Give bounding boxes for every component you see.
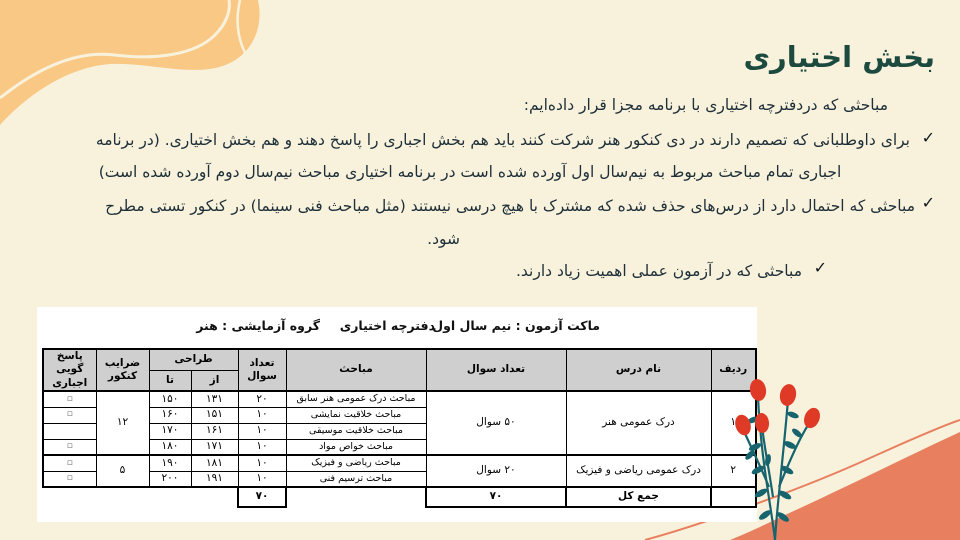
cell-coefficient: ۵	[95, 454, 150, 488]
cell-n: ۱۰	[237, 438, 287, 456]
cell-coefficient: ۱۲	[95, 390, 150, 456]
bullet-2-line-2: شود.	[427, 230, 460, 248]
cell-to: ۲۰۰	[148, 470, 192, 488]
header-question-num-line2: سوال	[247, 370, 277, 382]
cell-from: ۱۸۱	[190, 454, 239, 472]
header-mandatory: پاسخ گویی اجباری	[42, 348, 97, 392]
header-mandatory-line2: اجباری	[52, 376, 88, 389]
flower-illustration	[735, 379, 820, 540]
cell-from: ۱۳۱	[190, 390, 239, 408]
cell-course: درک عمومی ریاضی و فیزیک	[565, 454, 712, 488]
coral-wave-decoration	[644, 419, 960, 540]
mandatory-marker-icon: ▫	[42, 390, 97, 408]
cell-from: ۱۷۱	[190, 438, 239, 456]
footer-radif-cell	[710, 486, 757, 508]
exam-table-panel: ماکت آزمون : نیم سال اول دفترچه اختیاری …	[37, 307, 757, 522]
header-radif: ردیف	[710, 348, 757, 392]
header-mandatory-line1: پاسخ گویی	[56, 350, 84, 376]
bullet-1-line-2: اجباری تمام مباحث مربوط به نیم‌سال اول آ…	[98, 163, 842, 181]
bullet-2-line-1: مباحثی که احتمال دارد از درس‌های حذف شده…	[105, 197, 915, 215]
cell-from: ۱۵۱	[190, 406, 239, 424]
table-row: ۲ درک عمومی ریاضی و فیزیک ۲۰ سوال مباحث …	[42, 454, 757, 488]
footer-empty-cell	[286, 487, 426, 507]
header-to: تا	[148, 369, 192, 392]
cell-topic: مباحث ریاضی و فیزیک	[285, 454, 427, 472]
exam-table: ردیف نام درس تعداد سوال مباحث تعداد سوال…	[42, 348, 757, 508]
table-caption-booklet: دفترچه اختیاری	[339, 318, 435, 333]
cell-n: ۱۰	[237, 454, 287, 472]
intro-text: مباحثی که دردفترچه اختیاری با برنامه مجز…	[523, 96, 888, 114]
mandatory-marker-icon: ▫	[42, 438, 97, 456]
mandatory-marker-icon: ▫	[42, 454, 97, 472]
checkmark-icon: ✓	[921, 128, 935, 147]
footer-total-label: جمع کل	[565, 486, 712, 508]
cell-to: ۱۸۰	[148, 438, 192, 456]
bullet-3-line-1: مباحثی که در آزمون عملی اهمیت زیاد دارند…	[515, 262, 802, 280]
mandatory-marker-icon: ▫	[42, 406, 97, 424]
cell-n: ۱۰	[237, 422, 287, 440]
cell-from: ۱۶۱	[190, 422, 239, 440]
header-coefficient: ضرایب کنکور	[95, 348, 150, 392]
checkmark-icon: ✓	[921, 193, 935, 212]
cell-radif: ۲	[710, 454, 757, 488]
table-row: جمع کل ۷۰ ۷۰	[43, 486, 757, 508]
cell-n: ۱۰	[237, 406, 287, 424]
footer-total-small: ۷۰	[237, 486, 287, 508]
cell-to: ۱۶۰	[148, 406, 192, 424]
table-row: مباحث خواص مواد ۱۰ ۱۷۱ ۱۸۰ ▫	[42, 438, 756, 456]
table-row: مباحث خلاقیت موسیقی ۱۰ ۱۶۱ ۱۷۰	[42, 422, 756, 440]
table-group-1: ۱ درک عمومی هنر ۵۰ سوال مباحث درک عمومی …	[42, 390, 757, 456]
cell-course: درک عمومی هنر	[565, 390, 712, 456]
mandatory-marker-icon: ▫	[42, 470, 97, 488]
cell-topic: مباحث خلاقیت موسیقی	[285, 422, 427, 440]
header-coefficient-line1: ضرایب	[104, 356, 141, 369]
cell-to: ۱۵۰	[148, 390, 192, 408]
table-footer: جمع کل ۷۰ ۷۰	[43, 486, 757, 508]
cell-topic: مباحث خلاقیت نمایشی	[285, 406, 427, 424]
header-course: نام درس	[565, 348, 712, 392]
cell-n: ۱۰	[237, 470, 287, 488]
cell-topic: مباحث درک عمومی هنر سابق	[285, 390, 427, 408]
table-row: ۱ درک عمومی هنر ۵۰ سوال مباحث درک عمومی …	[42, 390, 757, 456]
table-row: مباحث ترسیم فنی ۱۰ ۱۹۱ ۲۰۰ ▫	[42, 470, 756, 488]
table-header: ردیف نام درس تعداد سوال مباحث تعداد سوال…	[42, 348, 757, 392]
table-group-2: ۲ درک عمومی ریاضی و فیزیک ۲۰ سوال مباحث …	[42, 454, 757, 488]
bullet-1-line-1: برای داوطلبانی که تصمیم دارند در دی کنکو…	[95, 131, 910, 149]
footer-empty-cell	[96, 487, 149, 507]
footer-empty-cell	[191, 487, 238, 507]
header-coefficient-line2: کنکور	[107, 370, 138, 382]
cell-to: ۱۷۰	[148, 422, 192, 440]
header-question-num-line1: تعداد	[249, 356, 275, 369]
cell-from: ۱۹۱	[190, 470, 239, 488]
orange-wave-decoration	[0, 0, 263, 125]
footer-empty-cell	[43, 487, 96, 507]
mandatory-marker-icon	[42, 422, 97, 440]
cell-question-count: ۵۰ سوال	[425, 390, 567, 456]
checkmark-icon: ✓	[813, 258, 827, 277]
cell-n: ۲۰	[237, 390, 287, 408]
footer-total-questions: ۷۰	[425, 486, 567, 508]
header-question-count: تعداد سوال	[425, 348, 567, 392]
header-topics: مباحث	[285, 348, 427, 392]
header-from: از	[190, 369, 239, 392]
header-question-num: تعداد سوال	[237, 348, 287, 392]
table-caption-group: گروه آزمایشی : هنر	[196, 318, 320, 333]
table-caption-exam: ماکت آزمون : نیم سال اول	[432, 318, 600, 333]
page-title: بخش اختیاری	[743, 40, 935, 74]
cell-topic: مباحث خواص مواد	[285, 438, 427, 456]
footer-empty-cell	[149, 487, 191, 507]
cell-to: ۱۹۰	[148, 454, 192, 472]
cell-topic: مباحث ترسیم فنی	[285, 470, 427, 488]
header-design: طراحی	[148, 348, 239, 371]
cell-question-count: ۲۰ سوال	[425, 454, 567, 488]
